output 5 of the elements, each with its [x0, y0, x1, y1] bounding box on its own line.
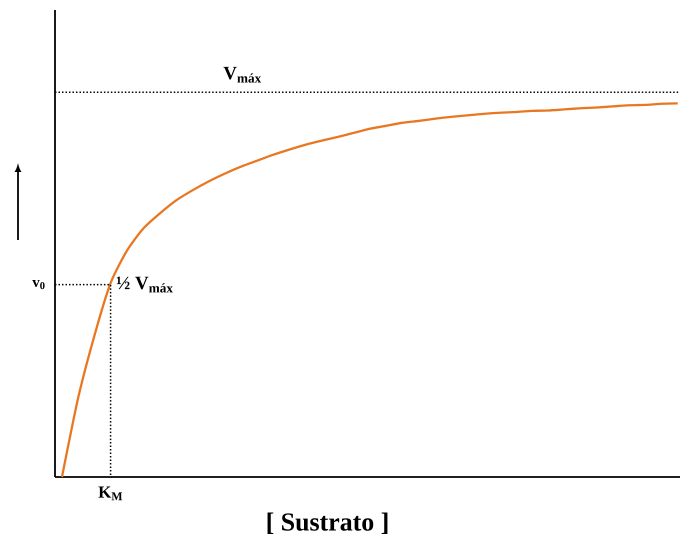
y-axis-title: v$_{0}$ [32, 280, 45, 290]
ref-line-label: V$_{máx}$ [223, 66, 262, 83]
x-axis-title: [ Sustrato ] [268, 512, 388, 534]
text: K$_{M}$ [98, 486, 122, 500]
ref-line-label: ½ V$_{máx}$ [116, 276, 173, 293]
